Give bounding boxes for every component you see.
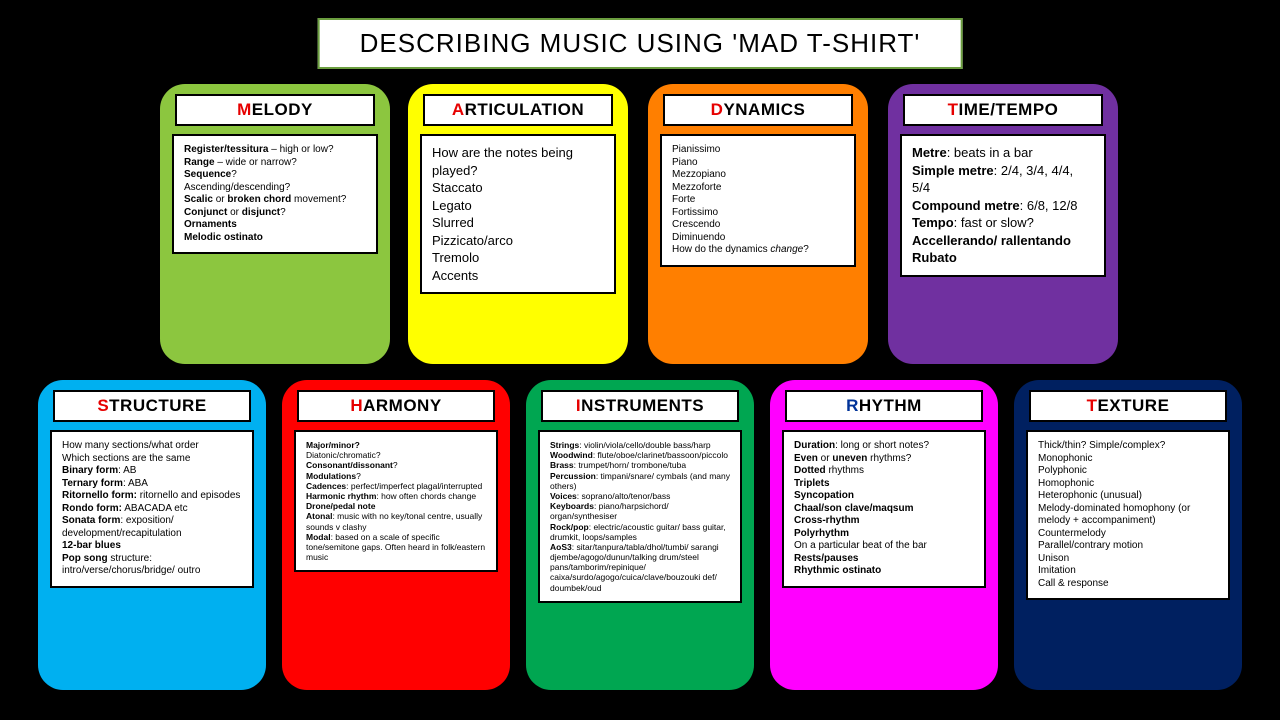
card-header-time: TIME/TEMPO — [903, 94, 1103, 126]
card-header-rest: TRUCTURE — [109, 396, 207, 415]
card-header-first-letter: R — [846, 396, 859, 415]
card-articulation: ARTICULATION How are the notes being play… — [408, 84, 628, 364]
card-rhythm: RHYTHM Duration: long or short notes?Even… — [770, 380, 998, 690]
card-body-melody: Register/tessitura – high or low?Range –… — [172, 134, 378, 254]
card-body-time: Metre: beats in a barSimple metre: 2/4, … — [900, 134, 1106, 277]
card-header-articulation: ARTICULATION — [423, 94, 613, 126]
card-body-rhythm: Duration: long or short notes?Even or un… — [782, 430, 986, 588]
card-header-first-letter: M — [237, 100, 252, 119]
card-structure: STRUCTURE How many sections/what orderWhi… — [38, 380, 266, 690]
card-header-structure: STRUCTURE — [53, 390, 251, 422]
card-dynamics: DYNAMICS PianissimoPianoMezzopianoMezzofo… — [648, 84, 868, 364]
card-header-rest: ELODY — [252, 100, 313, 119]
card-body-texture: Thick/thin? Simple/complex?MonophonicPol… — [1026, 430, 1230, 600]
card-header-texture: TEXTURE — [1029, 390, 1227, 422]
card-header-rhythm: RHYTHM — [785, 390, 983, 422]
card-header-instruments: INSTRUMENTS — [541, 390, 739, 422]
card-header-rest: IME/TEMPO — [958, 100, 1058, 119]
card-body-dynamics: PianissimoPianoMezzopianoMezzoforteForte… — [660, 134, 856, 267]
card-body-instruments: Strings: violin/viola/cello/double bass/… — [538, 430, 742, 603]
card-header-rest: HYTHM — [859, 396, 922, 415]
card-header-rest: NSTRUMENTS — [581, 396, 704, 415]
card-header-dynamics: DYNAMICS — [663, 94, 853, 126]
page-title: DESCRIBING MUSIC USING 'MAD T-SHIRT' — [318, 18, 963, 69]
card-header-rest: EXTURE — [1097, 396, 1169, 415]
card-header-rest: RTICULATION — [465, 100, 584, 119]
card-instruments: INSTRUMENTS Strings: violin/viola/cello/d… — [526, 380, 754, 690]
card-header-first-letter: D — [711, 100, 724, 119]
card-body-articulation: How are the notes being played?StaccatoL… — [420, 134, 616, 294]
card-header-melody: MELODY — [175, 94, 375, 126]
card-header-rest: YNAMICS — [723, 100, 805, 119]
card-time: TIME/TEMPO Metre: beats in a barSimple me… — [888, 84, 1118, 364]
card-header-first-letter: T — [948, 100, 959, 119]
card-header-harmony: HARMONY — [297, 390, 495, 422]
card-harmony: HARMONY Major/minor?Diatonic/chromatic?Co… — [282, 380, 510, 690]
card-header-first-letter: S — [97, 396, 109, 415]
card-header-first-letter: A — [452, 100, 465, 119]
card-header-first-letter: H — [350, 396, 363, 415]
card-header-first-letter: T — [1087, 396, 1098, 415]
card-melody: MELODY Register/tessitura – high or low?R… — [160, 84, 390, 364]
card-texture: TEXTURE Thick/thin? Simple/complex?Monoph… — [1014, 380, 1242, 690]
card-header-rest: ARMONY — [363, 396, 442, 415]
card-body-harmony: Major/minor?Diatonic/chromatic?Consonant… — [294, 430, 498, 572]
card-body-structure: How many sections/what orderWhich sectio… — [50, 430, 254, 588]
